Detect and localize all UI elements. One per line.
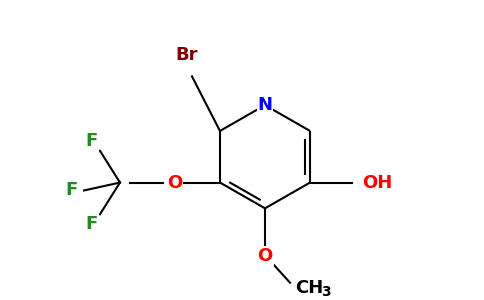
Text: F: F <box>86 132 98 150</box>
Text: 3: 3 <box>321 285 331 299</box>
Text: O: O <box>167 173 182 191</box>
Text: OH: OH <box>362 173 392 191</box>
Text: F: F <box>86 215 98 233</box>
Text: N: N <box>257 96 272 114</box>
Text: Br: Br <box>176 46 198 64</box>
Text: F: F <box>66 182 78 200</box>
Text: O: O <box>257 247 272 265</box>
Text: CH: CH <box>295 279 323 297</box>
